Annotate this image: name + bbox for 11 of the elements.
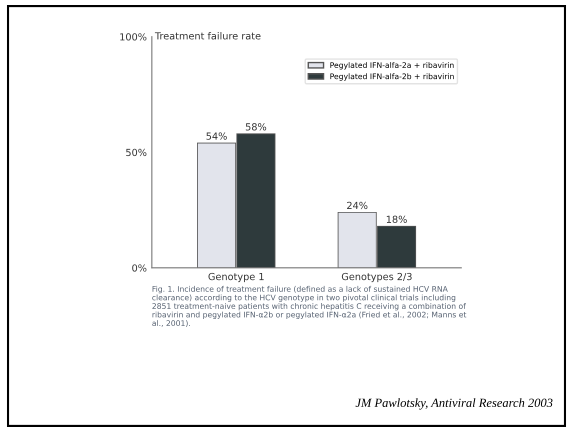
x-tick-label: Genotypes 2/3 (342, 272, 412, 282)
y-tick-label: 100% (120, 33, 146, 41)
y-tick-label: 0% (132, 264, 146, 272)
text: JM Pawlotsky, Antiviral Research 2003 (356, 398, 553, 410)
data-label: 54% (206, 132, 227, 140)
y-tick-label: 50% (126, 148, 146, 156)
data-label: 24% (347, 202, 368, 210)
x-tick-label: Genotype 1 (208, 272, 264, 282)
data-label: 58% (246, 123, 266, 131)
data-label: 18% (386, 216, 407, 223)
y-axis-title: Treatment failure rate (154, 32, 261, 40)
